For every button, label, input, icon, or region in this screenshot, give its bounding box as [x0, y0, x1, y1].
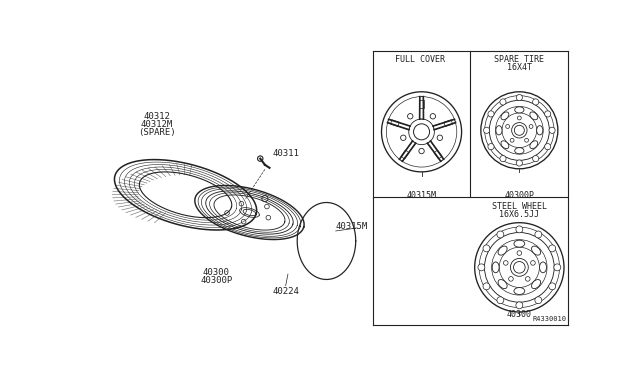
Text: 40300P: 40300P — [200, 276, 232, 285]
Text: 40312M: 40312M — [141, 120, 173, 129]
Circle shape — [509, 277, 513, 281]
Text: (SPARE): (SPARE) — [138, 128, 176, 137]
Circle shape — [239, 201, 244, 206]
Circle shape — [525, 138, 529, 142]
Bar — [444, 120, 452, 126]
Circle shape — [510, 138, 514, 142]
Ellipse shape — [514, 288, 525, 295]
Ellipse shape — [515, 107, 524, 113]
Circle shape — [554, 264, 561, 271]
Ellipse shape — [515, 148, 524, 154]
Circle shape — [535, 297, 542, 304]
Circle shape — [401, 135, 406, 141]
Circle shape — [408, 113, 413, 119]
Circle shape — [241, 219, 246, 224]
Circle shape — [257, 156, 263, 161]
Circle shape — [548, 245, 556, 252]
Ellipse shape — [501, 112, 509, 120]
Circle shape — [513, 262, 525, 273]
Circle shape — [497, 231, 504, 238]
Circle shape — [264, 204, 269, 209]
Text: SPARE TIRE: SPARE TIRE — [494, 55, 545, 64]
Circle shape — [516, 94, 522, 101]
Ellipse shape — [492, 262, 499, 273]
Ellipse shape — [498, 246, 507, 255]
Text: 40300P: 40300P — [504, 191, 534, 200]
Text: 16X4T: 16X4T — [507, 63, 532, 72]
Circle shape — [535, 231, 542, 238]
Text: STEEL WHEEL: STEEL WHEEL — [492, 202, 547, 211]
Circle shape — [483, 245, 490, 252]
Circle shape — [500, 99, 506, 105]
Text: 40311: 40311 — [273, 150, 300, 158]
Circle shape — [225, 211, 229, 215]
Circle shape — [516, 226, 523, 233]
Circle shape — [497, 297, 504, 304]
Circle shape — [515, 125, 524, 135]
Circle shape — [478, 264, 485, 271]
Circle shape — [531, 261, 535, 265]
Circle shape — [532, 155, 539, 162]
Ellipse shape — [530, 112, 538, 120]
Ellipse shape — [532, 246, 541, 255]
Text: 40315M: 40315M — [336, 222, 368, 231]
Circle shape — [262, 196, 268, 202]
Ellipse shape — [514, 240, 525, 247]
Circle shape — [549, 127, 555, 134]
Bar — [434, 150, 442, 159]
Circle shape — [517, 251, 522, 255]
Text: 40300: 40300 — [203, 268, 230, 277]
Ellipse shape — [540, 262, 547, 273]
Circle shape — [437, 135, 442, 141]
Ellipse shape — [496, 126, 502, 135]
Bar — [401, 150, 409, 159]
Bar — [390, 120, 399, 126]
Ellipse shape — [532, 279, 541, 289]
Circle shape — [516, 302, 523, 309]
Text: 16X6.5JJ: 16X6.5JJ — [499, 210, 540, 219]
Circle shape — [532, 99, 539, 105]
Ellipse shape — [501, 141, 509, 149]
Circle shape — [525, 277, 530, 281]
Circle shape — [430, 113, 436, 119]
Circle shape — [483, 283, 490, 290]
Circle shape — [500, 155, 506, 162]
Circle shape — [529, 125, 533, 128]
Ellipse shape — [498, 279, 507, 289]
Circle shape — [545, 111, 551, 117]
Circle shape — [545, 144, 551, 150]
Circle shape — [504, 261, 508, 265]
Bar — [419, 100, 424, 108]
Circle shape — [488, 111, 494, 117]
Circle shape — [548, 283, 556, 290]
Text: R4330010: R4330010 — [532, 316, 566, 322]
Circle shape — [266, 215, 271, 220]
Ellipse shape — [537, 126, 543, 135]
Text: 40224: 40224 — [272, 287, 299, 296]
Text: 40315M: 40315M — [406, 191, 436, 200]
Text: 40312: 40312 — [143, 112, 170, 121]
Circle shape — [419, 148, 424, 154]
Circle shape — [413, 124, 429, 140]
Circle shape — [484, 127, 490, 134]
Circle shape — [506, 125, 509, 128]
Text: FULL COVER: FULL COVER — [395, 55, 445, 64]
Circle shape — [488, 144, 494, 150]
Text: 40300: 40300 — [507, 310, 532, 318]
Circle shape — [516, 160, 522, 166]
Circle shape — [517, 116, 521, 120]
Ellipse shape — [530, 141, 538, 149]
